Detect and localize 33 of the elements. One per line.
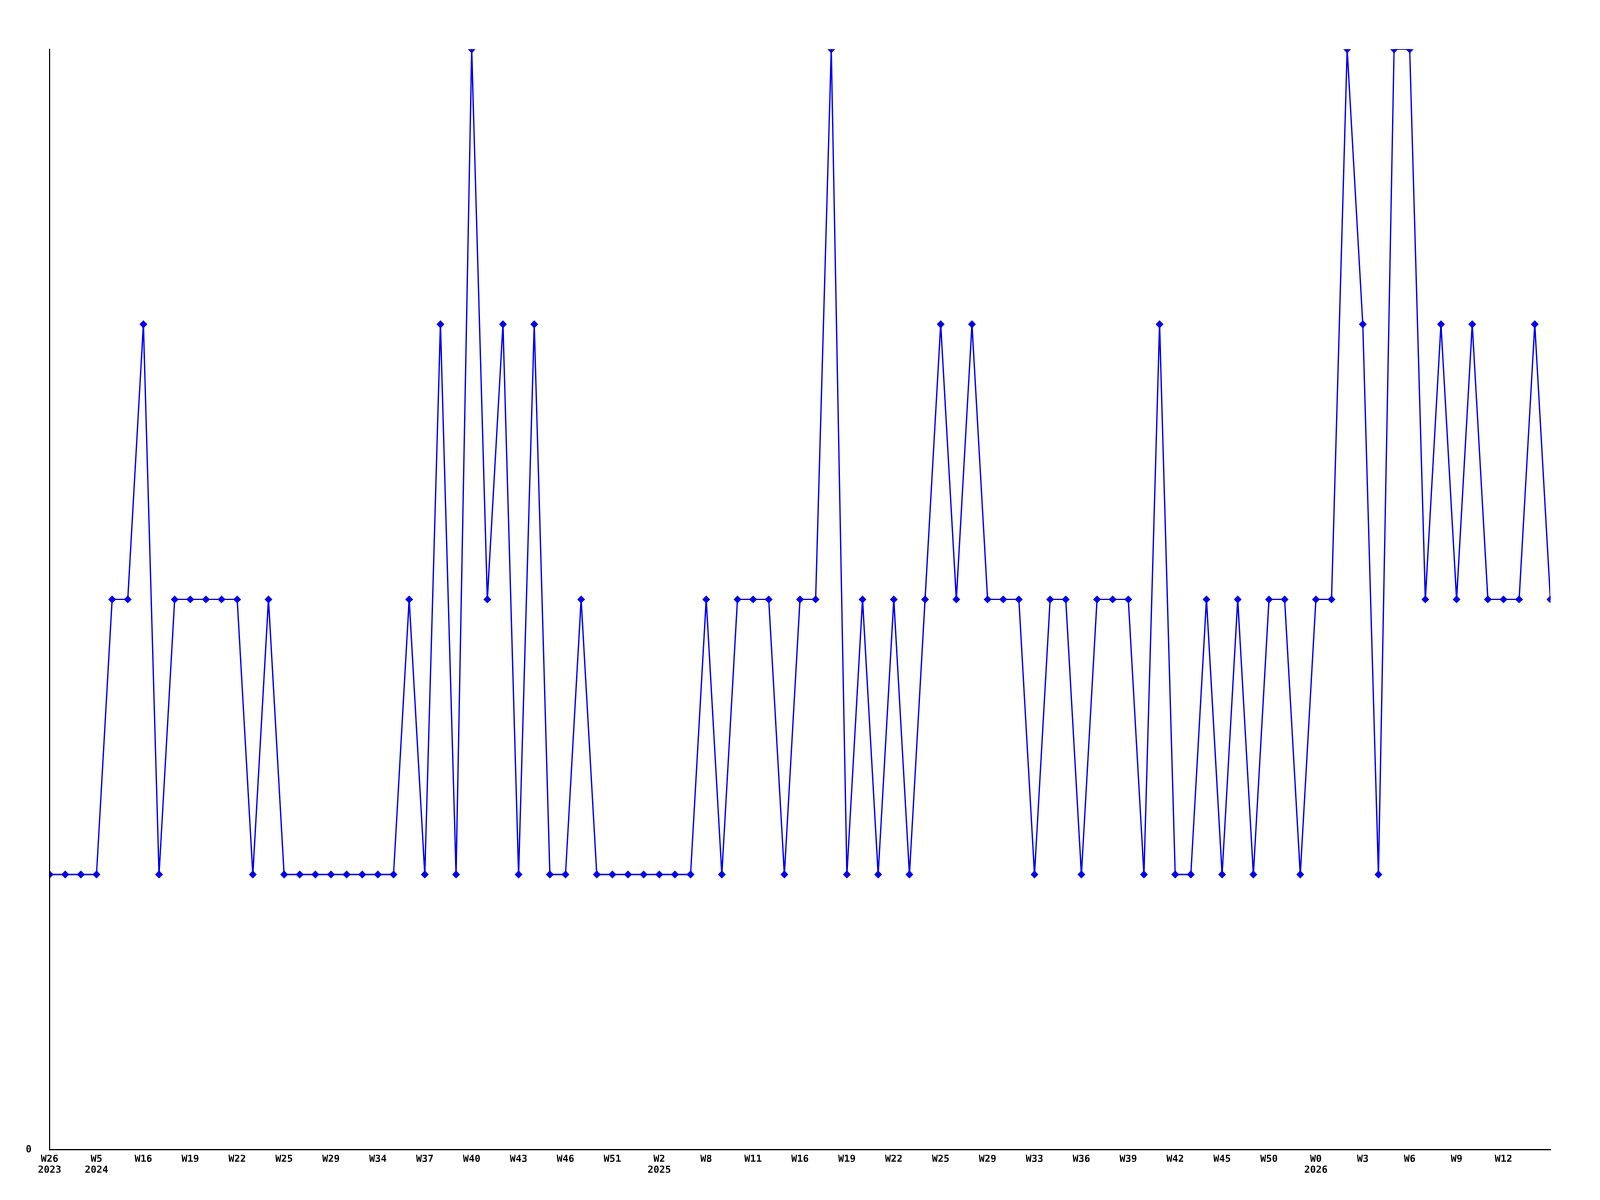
x-tick-label: W25	[931, 1154, 949, 1162]
x-tick-label: W46	[556, 1154, 574, 1162]
x-tick-label: W0 2026	[1304, 1154, 1328, 1173]
x-tick-label: W11	[744, 1154, 762, 1162]
x-tick-label: W42	[1166, 1154, 1184, 1162]
x-tick-label: W29	[978, 1154, 996, 1163]
x-tick-label: W8	[700, 1154, 712, 1162]
x-tick-label: W29	[322, 1154, 340, 1163]
x-tick-label: W43	[509, 1154, 527, 1162]
x-tick-label: W9	[1450, 1154, 1462, 1163]
x-tick-label: W12	[1494, 1154, 1512, 1162]
x-tick-label: W19	[181, 1154, 199, 1163]
x-tick-label: W50	[1260, 1154, 1278, 1162]
x-tick-label: W34	[369, 1154, 387, 1162]
x-tick-label: W40	[462, 1154, 480, 1162]
x-tick-label: W6	[1403, 1154, 1416, 1162]
x-tick-label: W16	[134, 1154, 152, 1162]
x-tick-label: W5 2024	[85, 1154, 108, 1173]
x-tick-label: W51	[603, 1154, 621, 1162]
x-tick-label: W36	[1072, 1154, 1090, 1162]
x-tick-label: W22	[885, 1154, 902, 1162]
x-tick-label: W3	[1356, 1154, 1369, 1162]
x-tick-label: W37	[416, 1154, 433, 1162]
x-tick-label: W33	[1025, 1154, 1043, 1162]
x-tick-label: W16	[791, 1154, 809, 1162]
x-tick-label: W22	[228, 1154, 246, 1162]
x-tick-label: W45	[1213, 1154, 1231, 1162]
x-tick-label: W39	[1119, 1154, 1137, 1163]
text: 0	[26, 1145, 32, 1153]
x-tick-label: W2 2025	[648, 1154, 671, 1173]
x-tick-label: W19	[838, 1154, 856, 1163]
x-tick-label: W26 2023	[38, 1154, 61, 1173]
x-tick-label: W25	[275, 1154, 293, 1162]
